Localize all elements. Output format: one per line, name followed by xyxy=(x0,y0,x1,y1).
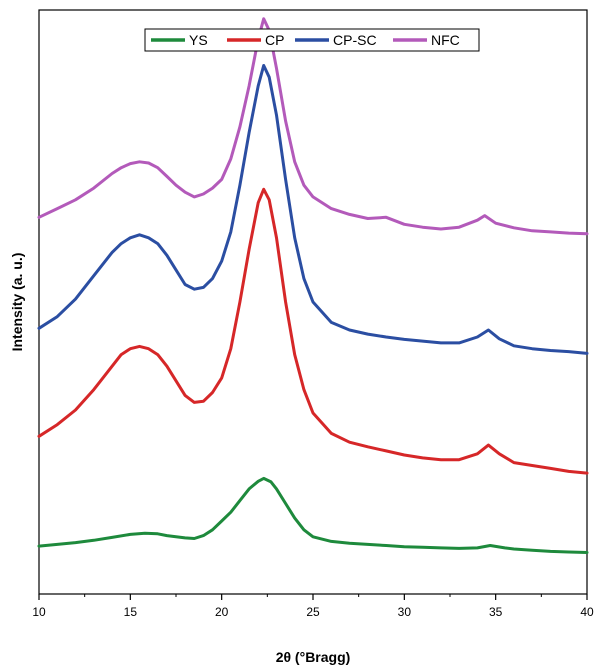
x-tick-label: 35 xyxy=(489,605,503,619)
legend-label-cp: CP xyxy=(265,32,284,48)
x-axis-title: 2θ (°Bragg) xyxy=(276,649,351,665)
series-line-ys xyxy=(37,476,589,554)
series-line-cp xyxy=(37,187,589,475)
legend: YS CP CP-SC NFC xyxy=(144,28,480,52)
legend-label-nfc: NFC xyxy=(431,32,460,48)
x-axis: 10 15 20 25 30 35 40 xyxy=(32,594,594,619)
legend-label-cp-sc: CP-SC xyxy=(333,32,377,48)
series-line-nfc xyxy=(37,17,589,236)
x-tick-label: 30 xyxy=(398,605,412,619)
x-tick-label: 20 xyxy=(215,605,229,619)
series-layer xyxy=(37,17,589,554)
x-tick-label: 40 xyxy=(580,605,594,619)
x-tick-label: 15 xyxy=(124,605,138,619)
x-tick-label: 25 xyxy=(306,605,320,619)
series-line-cp-sc xyxy=(37,64,589,355)
x-tick-label: 10 xyxy=(32,605,46,619)
legend-label-ys: YS xyxy=(189,32,208,48)
y-axis-title: Intensity (a. u.) xyxy=(9,253,25,352)
